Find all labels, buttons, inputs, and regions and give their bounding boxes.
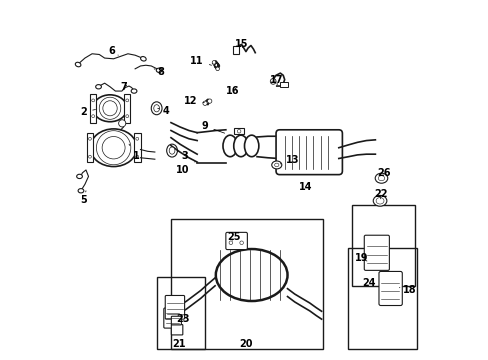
FancyBboxPatch shape	[171, 324, 183, 335]
Text: 19: 19	[355, 253, 368, 263]
Text: 15: 15	[234, 40, 248, 49]
Ellipse shape	[274, 163, 278, 167]
Text: 16: 16	[226, 86, 239, 96]
Text: 25: 25	[226, 232, 240, 242]
Ellipse shape	[90, 129, 137, 167]
Text: 18: 18	[399, 285, 415, 296]
Circle shape	[119, 120, 125, 127]
Ellipse shape	[153, 105, 159, 112]
Circle shape	[215, 67, 219, 71]
Circle shape	[92, 115, 94, 118]
Text: 17: 17	[269, 75, 283, 85]
Text: 12: 12	[183, 96, 204, 106]
Ellipse shape	[131, 89, 137, 93]
Ellipse shape	[169, 147, 175, 154]
Bar	[86, 134, 93, 162]
FancyBboxPatch shape	[364, 235, 388, 270]
Bar	[124, 94, 130, 123]
FancyBboxPatch shape	[225, 232, 247, 249]
Text: 24: 24	[362, 278, 375, 288]
Bar	[280, 82, 287, 87]
Text: 10: 10	[176, 162, 194, 175]
Text: 26: 26	[376, 168, 389, 178]
Ellipse shape	[378, 176, 384, 181]
Text: 9: 9	[201, 121, 224, 133]
Bar	[351, 205, 414, 286]
Ellipse shape	[271, 161, 281, 169]
Ellipse shape	[372, 195, 386, 206]
Text: 3: 3	[177, 150, 187, 161]
FancyBboxPatch shape	[171, 316, 181, 325]
Ellipse shape	[223, 135, 237, 157]
Text: 1: 1	[129, 144, 139, 161]
Text: 22: 22	[374, 189, 387, 199]
Circle shape	[88, 155, 91, 158]
Text: 5: 5	[81, 191, 87, 205]
Text: 6: 6	[108, 46, 118, 56]
Text: 11: 11	[190, 56, 211, 66]
Text: 13: 13	[280, 155, 299, 165]
Circle shape	[270, 78, 276, 84]
Text: 14: 14	[299, 182, 312, 192]
Ellipse shape	[96, 85, 101, 89]
Text: 23: 23	[176, 314, 189, 324]
Circle shape	[203, 101, 207, 105]
Ellipse shape	[75, 62, 81, 67]
Bar	[233, 46, 238, 54]
Ellipse shape	[151, 102, 162, 115]
Circle shape	[136, 155, 139, 158]
FancyBboxPatch shape	[163, 308, 180, 328]
Ellipse shape	[140, 57, 146, 61]
Bar	[171, 220, 323, 349]
Circle shape	[237, 130, 241, 133]
Circle shape	[212, 60, 215, 64]
Text: 2: 2	[81, 107, 95, 117]
FancyBboxPatch shape	[165, 296, 184, 319]
Text: 20: 20	[239, 339, 252, 349]
Circle shape	[92, 99, 94, 102]
Ellipse shape	[244, 135, 258, 157]
Circle shape	[207, 99, 211, 103]
Bar	[134, 134, 140, 162]
Bar	[90, 94, 96, 123]
FancyBboxPatch shape	[378, 271, 402, 306]
Circle shape	[125, 99, 128, 102]
Circle shape	[228, 241, 232, 244]
Circle shape	[239, 241, 243, 244]
Ellipse shape	[374, 173, 387, 183]
Ellipse shape	[375, 198, 383, 204]
Bar	[348, 248, 416, 348]
Circle shape	[88, 137, 91, 140]
Bar	[156, 277, 204, 349]
Text: 8: 8	[154, 67, 164, 77]
Text: 7: 7	[120, 82, 126, 93]
Ellipse shape	[233, 135, 247, 157]
Ellipse shape	[166, 144, 177, 157]
Circle shape	[125, 115, 128, 118]
FancyBboxPatch shape	[276, 130, 342, 175]
Ellipse shape	[215, 249, 287, 301]
Circle shape	[136, 137, 139, 140]
Ellipse shape	[77, 174, 82, 179]
Bar	[233, 129, 244, 134]
Ellipse shape	[78, 189, 83, 193]
Text: 4: 4	[158, 106, 169, 116]
Text: 21: 21	[172, 339, 185, 349]
Ellipse shape	[93, 95, 127, 122]
Ellipse shape	[156, 68, 162, 72]
